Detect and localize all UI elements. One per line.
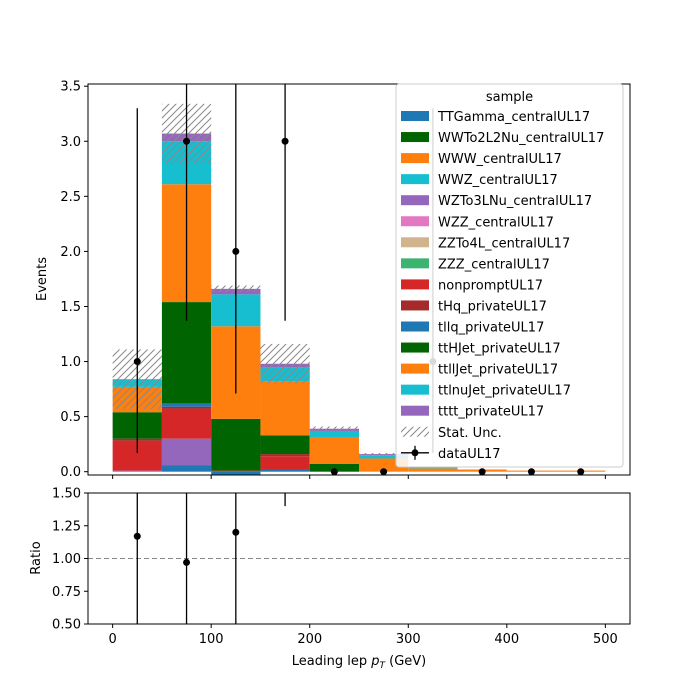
legend-label: WWW_centralUL17 [438,152,562,167]
legend-label: ZZTo4L_centralUL17 [438,236,570,251]
ratio-y-tick-label: 1.25 [52,519,81,534]
y-tick-label: 2.0 [60,245,81,260]
ratio-y-tick-label: 0.50 [52,618,81,633]
data-point [577,468,585,476]
bar-segment [211,470,261,472]
bar-segment [161,408,212,439]
legend-swatch [401,300,429,311]
legend-label: WWZ_centralUL17 [438,173,558,188]
legend-data-marker [411,449,419,457]
legend-label: ttHJet_privateUL17 [438,342,561,357]
bar-segment [408,467,458,469]
ratio-point [183,558,191,566]
ratio-point [232,528,240,536]
legend-swatch [401,195,429,206]
legend-label: tttt_privateUL17 [438,405,544,420]
legend-swatch [401,321,429,332]
legend-swatch [401,405,429,416]
legend-label: dataUL17 [438,447,501,462]
stat-unc-band [260,343,310,384]
legend-swatch [401,132,429,143]
bar-segment [260,456,310,470]
y-tick-label: 3.0 [60,135,81,150]
data-point [330,468,338,476]
legend-swatch [401,153,429,164]
data-point [133,358,141,366]
legend: sample TTGamma_centralUL17 WWTo2L2Nu_centr… [395,83,624,468]
bar-segment [161,465,212,472]
y-tick-label: 3.5 [60,80,81,95]
data-point [478,468,486,476]
stat-unc-band [359,452,409,456]
y-tick-label: 0.5 [60,410,81,425]
data-point [232,247,240,255]
legend-swatch [401,111,429,121]
bar-segment [161,438,212,466]
bar-segment [408,468,458,472]
legend-label: Stat. Unc. [438,426,502,441]
main-panel: 0.0 0.5 1.0 1.5 2.0 2.5 3.0 3.5 Events [35,80,631,480]
bar-segment [211,471,261,475]
bar-segment [359,455,409,459]
legend-swatch [401,258,429,269]
y-tick-label: 0.0 [60,465,81,480]
bar-segment [161,406,212,409]
legend-label: WZZ_centralUL17 [438,215,554,230]
x-tick-label: 300 [396,632,421,647]
bar-segment [309,430,359,438]
legend-label: nonpromptUL17 [438,278,543,293]
main-plot-frame [87,83,631,476]
y-tick-label: 1.0 [60,355,81,370]
legend-swatch [401,174,429,185]
ratio-point [133,532,141,540]
x-tick-label: 500 [593,632,618,647]
bar-segment [260,435,310,455]
x-tick-label: 400 [494,632,519,647]
ratio-y-tick-label: 1.00 [52,552,81,567]
x-tick-label: 200 [297,632,322,647]
legend-label: WZTo3LNu_centralUL17 [438,194,592,209]
legend-label: WWTo2L2Nu_centralUL17 [438,131,604,146]
data-point [281,137,289,145]
legend-swatch [401,363,429,374]
legend-swatch [401,384,429,395]
bar-segment [211,418,261,471]
legend-title: sample [486,90,533,105]
legend-swatch [401,237,429,248]
ratio-y-tick-label: 1.50 [52,487,81,502]
data-point [527,468,535,476]
legend-label: tllq_privateUL17 [438,321,544,336]
bar-segment [112,470,162,472]
bar-segment [309,437,359,464]
ratio-y-tick-label: 0.75 [52,585,81,600]
legend-label: tHq_privateUL17 [438,299,547,314]
y-axis-label: Events [35,257,50,301]
x-tick-label: 100 [199,632,224,647]
legend-label: ttllJet_privateUL17 [438,363,558,378]
bar-segment [309,463,359,472]
legend-swatch-hatch [401,426,429,437]
legend-label: TTGamma_centralUL17 [437,110,590,125]
legend-swatch [401,216,429,227]
ratio-y-axis-label: Ratio [29,541,44,574]
legend-swatch [401,342,429,353]
x-tick-label: 0 [108,632,116,647]
data-point [380,468,388,476]
bar-segment [260,381,310,436]
data-point [183,137,191,145]
stat-unc-band [309,426,359,431]
y-tick-label: 2.5 [60,190,81,205]
bar-segment [161,403,212,407]
legend-swatch [401,279,429,290]
bar-segment [260,469,310,472]
ratio-panel: 0.50 0.75 1.00 1.25 1.50 0 100 200 300 400 500 Ra… [29,487,631,671]
legend-box [395,83,624,468]
legend-label: ttlnuJet_privateUL17 [438,384,571,399]
bar-segment [260,454,310,457]
x-axis-label: Leading lep pT (GeV) [292,654,426,671]
legend-label: ZZZ_centralUL17 [438,257,550,272]
y-tick-label: 1.5 [60,300,81,315]
